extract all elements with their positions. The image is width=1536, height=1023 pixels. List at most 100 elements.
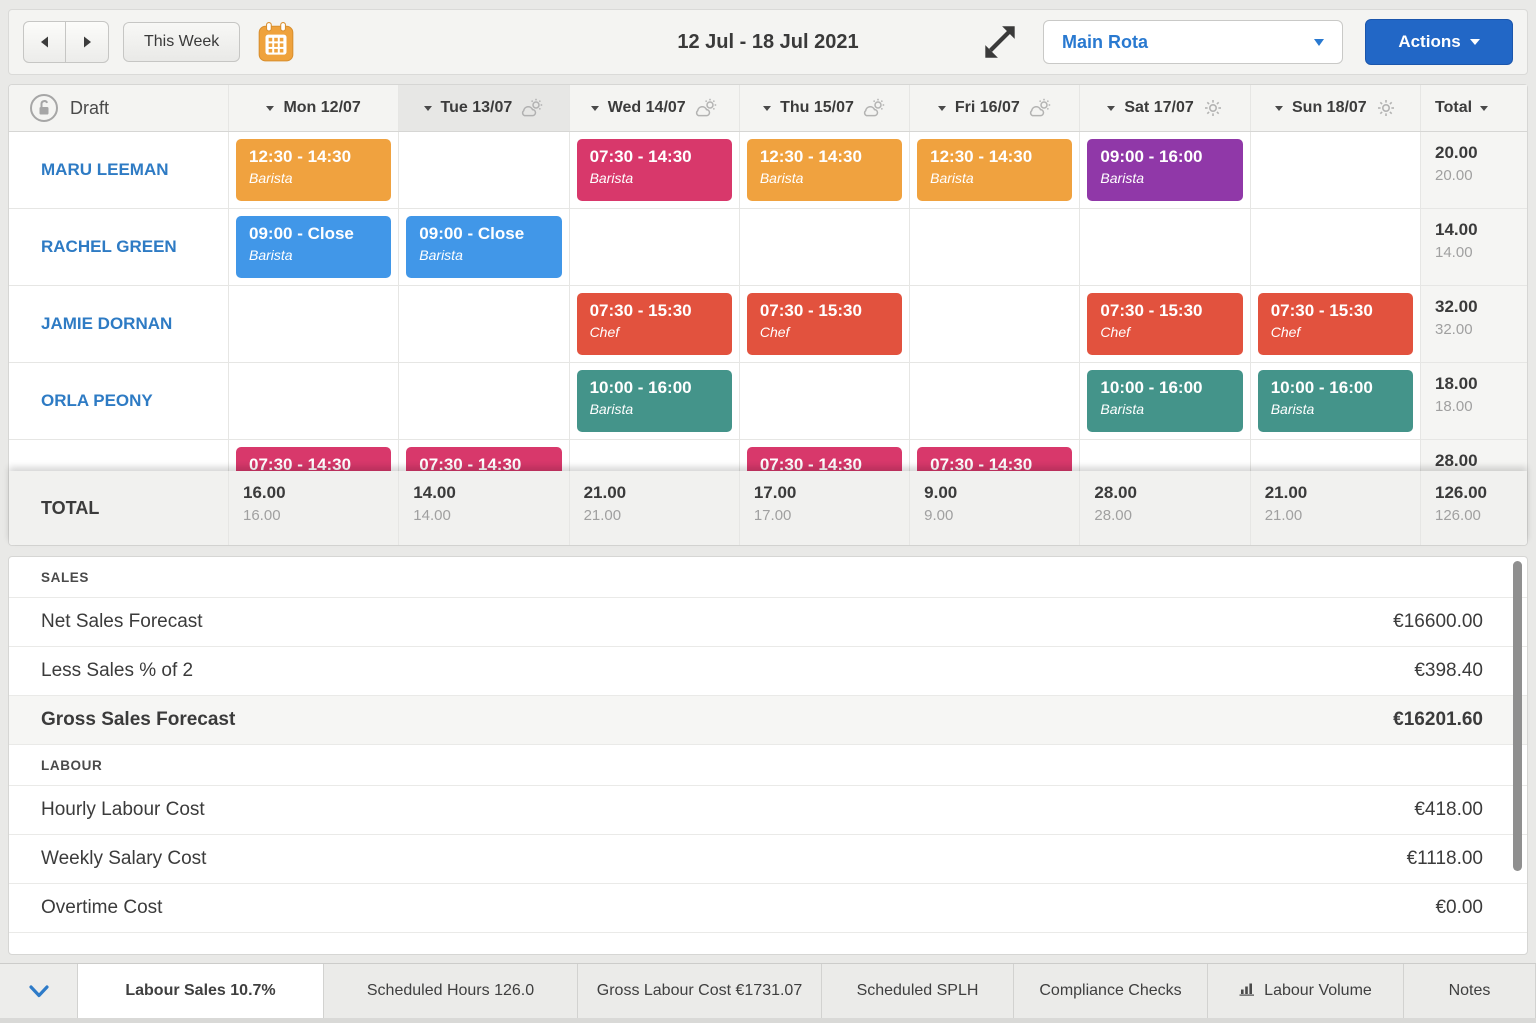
shift-cell[interactable]: 12:30 - 14:30 Barista xyxy=(740,132,911,208)
shift-card[interactable]: 10:00 - 16:00 Barista xyxy=(1257,370,1413,432)
shift-card[interactable]: 07:30 - 15:30 Chef xyxy=(576,293,732,355)
shift-card[interactable]: 10:00 - 16:00 Barista xyxy=(576,370,732,432)
shift-cell[interactable] xyxy=(740,209,911,285)
shift-card[interactable]: 09:00 - Close Barista xyxy=(406,216,562,278)
shift-cell[interactable]: 07:30 - 14:30 Barista xyxy=(570,132,740,208)
day-total-cell: 28.00 28.00 xyxy=(1080,471,1251,545)
tab-labour-volume[interactable]: Labour Volume xyxy=(1208,964,1404,1018)
shift-cell[interactable]: 07:30 - 15:30 Chef xyxy=(1080,286,1251,362)
shift-cell[interactable] xyxy=(399,132,570,208)
shift-cell[interactable] xyxy=(1080,209,1251,285)
partly-cloudy-icon xyxy=(695,98,718,118)
shift-cell[interactable] xyxy=(1080,440,1251,471)
tab-compliance-checks[interactable]: Compliance Checks xyxy=(1014,964,1208,1018)
shift-cell[interactable]: 07:30 - 14:30 xyxy=(740,440,911,471)
tab-gross-labour-cost-1731-07[interactable]: Gross Labour Cost €1731.07 xyxy=(578,964,822,1018)
shift-cell[interactable]: 09:00 - Close Barista xyxy=(399,209,570,285)
vertical-scrollbar[interactable] xyxy=(1513,561,1522,871)
shift-cell[interactable]: 12:30 - 14:30 Barista xyxy=(229,132,400,208)
dropdown-caret-icon[interactable] xyxy=(266,105,275,111)
shift-cell[interactable]: 09:00 - 16:00 Barista xyxy=(1080,132,1251,208)
tab-notes[interactable]: Notes xyxy=(1404,964,1536,1018)
shift-card[interactable]: 09:00 - 16:00 Barista xyxy=(1087,139,1243,201)
shift-cell[interactable] xyxy=(910,209,1081,285)
shift-card[interactable]: 12:30 - 14:30 Barista xyxy=(236,139,392,201)
day-header-sun[interactable]: Sun 18/07 xyxy=(1251,85,1421,131)
shift-cell[interactable]: 07:30 - 15:30 Chef xyxy=(1251,286,1421,362)
shift-cell[interactable] xyxy=(570,440,740,471)
day-label: Sat 17/07 xyxy=(1124,99,1194,116)
top-toolbar: This Week 12 Jul - 18 Jul 2021 Main Rota xyxy=(8,9,1528,75)
shift-cell[interactable]: 10:00 - 16:00 Barista xyxy=(570,363,740,439)
tab-scheduled-hours-126-0[interactable]: Scheduled Hours 126.0 xyxy=(324,964,578,1018)
day-header-wed[interactable]: Wed 14/07 xyxy=(570,85,740,131)
day-header-mon[interactable]: Mon 12/07 xyxy=(229,85,400,131)
employee-name[interactable]: JAMIE DORNAN xyxy=(9,286,229,362)
shift-role: Barista xyxy=(1100,170,1144,186)
shift-cell[interactable] xyxy=(1251,132,1421,208)
shift-cell[interactable]: 07:30 - 15:30 Chef xyxy=(570,286,740,362)
shift-card[interactable]: 12:30 - 14:30 Barista xyxy=(917,139,1073,201)
tab-labour-sales-10-7[interactable]: Labour Sales 10.7% xyxy=(78,964,324,1018)
shift-cell[interactable]: 10:00 - 16:00 Barista xyxy=(1080,363,1251,439)
shift-card[interactable]: 07:30 - 14:30 xyxy=(236,447,392,471)
bottom-strip xyxy=(0,1018,1536,1023)
shift-cell[interactable]: 09:00 - Close Barista xyxy=(229,209,400,285)
calendar-picker-button[interactable] xyxy=(258,21,294,63)
day-header-fri[interactable]: Fri 16/07 xyxy=(910,85,1081,131)
shift-card[interactable]: 12:30 - 14:30 Barista xyxy=(746,139,903,201)
shift-card[interactable]: 07:30 - 14:30 xyxy=(746,447,903,471)
shift-cell[interactable] xyxy=(399,286,570,362)
shift-card[interactable]: 07:30 - 15:30 Chef xyxy=(746,293,903,355)
chevron-down-icon xyxy=(1314,38,1324,46)
day-header-tue[interactable]: Tue 13/07 xyxy=(399,85,570,131)
fullscreen-toggle-button[interactable] xyxy=(979,23,1021,61)
draft-status[interactable]: Draft xyxy=(9,85,229,131)
actions-button[interactable]: Actions xyxy=(1365,19,1513,65)
next-week-button[interactable] xyxy=(66,22,108,62)
shift-cell[interactable] xyxy=(740,363,911,439)
dropdown-caret-icon[interactable] xyxy=(423,105,432,111)
shift-card[interactable]: 07:30 - 15:30 Chef xyxy=(1087,293,1243,355)
employee-name[interactable]: ORLA PEONY xyxy=(9,363,229,439)
shift-cell[interactable] xyxy=(229,286,400,362)
this-week-button[interactable]: This Week xyxy=(123,22,241,62)
dropdown-caret-icon[interactable] xyxy=(590,105,599,111)
shift-cell[interactable] xyxy=(1251,440,1421,471)
dropdown-caret-icon[interactable] xyxy=(763,105,772,111)
shift-cell[interactable] xyxy=(399,363,570,439)
day-header-sat[interactable]: Sat 17/07 xyxy=(1080,85,1251,131)
shift-card[interactable]: 07:30 - 14:30 Barista xyxy=(576,139,732,201)
shift-card[interactable]: 07:30 - 14:30 xyxy=(406,447,562,471)
dropdown-caret-icon[interactable] xyxy=(1275,105,1283,111)
shift-cell[interactable]: 07:30 - 15:30 Chef xyxy=(740,286,911,362)
total-header-cell[interactable]: Total xyxy=(1421,85,1527,131)
unlock-icon xyxy=(30,94,58,122)
day-header-thu[interactable]: Thu 15/07 xyxy=(740,85,911,131)
shift-cell[interactable]: 12:30 - 14:30 Barista xyxy=(910,132,1081,208)
shift-card[interactable]: 09:00 - Close Barista xyxy=(236,216,392,278)
financial-row-label: Overtime Cost xyxy=(41,897,163,918)
shift-card[interactable]: 07:30 - 14:30 xyxy=(917,447,1073,471)
shift-cell[interactable] xyxy=(910,286,1081,362)
shift-cell[interactable] xyxy=(910,363,1081,439)
rota-select-dropdown[interactable]: Main Rota xyxy=(1043,20,1343,64)
shift-card[interactable]: 10:00 - 16:00 Barista xyxy=(1087,370,1243,432)
shift-cell[interactable]: 07:30 - 14:30 xyxy=(229,440,400,471)
shift-cell[interactable] xyxy=(570,209,740,285)
shift-cell[interactable]: 07:30 - 14:30 xyxy=(399,440,570,471)
employee-name[interactable]: MARU LEEMAN xyxy=(9,132,229,208)
tab-scheduled-splh[interactable]: Scheduled SPLH xyxy=(822,964,1014,1018)
collapse-panel-button[interactable] xyxy=(0,964,78,1018)
dropdown-caret-icon[interactable] xyxy=(937,105,946,111)
shift-card[interactable]: 07:30 - 15:30 Chef xyxy=(1257,293,1413,355)
shift-time: 10:00 - 16:00 xyxy=(1100,378,1203,397)
dropdown-caret-icon[interactable] xyxy=(1107,105,1116,111)
shift-cell[interactable]: 10:00 - 16:00 Barista xyxy=(1251,363,1421,439)
shift-cell[interactable] xyxy=(229,363,400,439)
employee-name[interactable] xyxy=(9,440,229,471)
prev-week-button[interactable] xyxy=(24,22,66,62)
shift-cell[interactable] xyxy=(1251,209,1421,285)
employee-name[interactable]: RACHEL GREEN xyxy=(9,209,229,285)
shift-cell[interactable]: 07:30 - 14:30 xyxy=(910,440,1081,471)
